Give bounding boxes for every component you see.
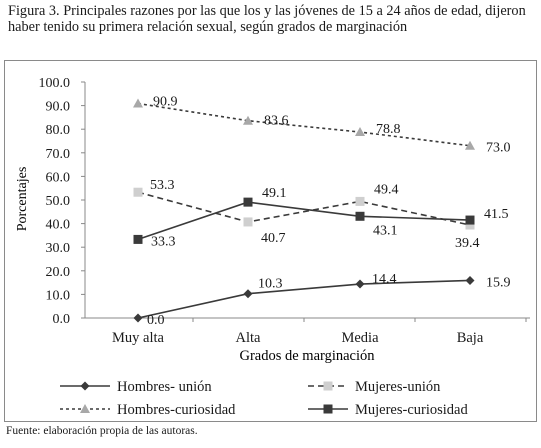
- y-axis-title: Porcentajes: [15, 167, 30, 232]
- series-line: [137, 191, 471, 226]
- y-tick-label: 70.0: [46, 147, 71, 162]
- legend-label: Mujeres-unión: [355, 379, 441, 395]
- y-tick-label: 100.0: [39, 76, 71, 91]
- x-tick-label: Media: [341, 330, 379, 346]
- data-label: 0.0: [147, 313, 165, 328]
- chart-frame: [4, 60, 537, 422]
- square-marker: [133, 234, 143, 244]
- data-label: 39.4: [455, 236, 480, 251]
- square-marker: [465, 220, 475, 230]
- y-tick-label: 50.0: [46, 194, 71, 209]
- series-markers: [133, 98, 475, 323]
- diamond-marker: [355, 279, 365, 289]
- legend-label: Hombres- unión: [117, 379, 212, 395]
- series-line: [137, 279, 471, 319]
- data-label: 41.5: [484, 207, 509, 222]
- chart-axes: 0.0 10.0 20.0 30.0 40.0 50.0 60.0 70.0 80.0 90.0 1…: [39, 76, 530, 346]
- diamond-marker: [133, 313, 143, 323]
- square-marker: [355, 211, 365, 221]
- x-tick-label: Muy alta: [112, 330, 165, 346]
- data-label: 53.3: [150, 178, 175, 193]
- diamond-marker: [80, 381, 90, 391]
- figure-caption: Figura 3. Principales razones por las qu…: [8, 3, 526, 35]
- legend-label: Hombres-curiosidad: [117, 402, 236, 418]
- x-tick-label: Alta: [236, 330, 262, 346]
- y-tick-label: 0.0: [53, 312, 71, 327]
- x-axis-title: Grados de marginación: [239, 348, 375, 364]
- data-labels: 0.0 10.3 14.4 15.9 53.3 40.7 49.4 39.4 90.9 83.6 7…: [147, 94, 511, 328]
- data-label: 33.3: [151, 234, 176, 249]
- data-label: 15.9: [486, 275, 511, 290]
- triangle-marker: [243, 115, 253, 125]
- y-tick-label: 60.0: [46, 170, 71, 185]
- y-tick-label: 30.0: [46, 241, 71, 256]
- square-marker: [243, 217, 253, 227]
- square-marker: [323, 404, 333, 414]
- source-note: Fuente: elaboración propia de las autora…: [6, 425, 198, 437]
- series-lines: [137, 102, 471, 319]
- data-label: 90.9: [153, 94, 178, 109]
- x-tick-label: Baja: [457, 330, 484, 346]
- data-label: 49.4: [374, 182, 399, 197]
- square-marker: [243, 197, 253, 207]
- triangle-marker: [465, 140, 475, 150]
- square-marker: [323, 381, 333, 391]
- y-tick-label: 20.0: [46, 265, 71, 280]
- series-line: [137, 201, 471, 241]
- diamond-marker: [243, 289, 253, 299]
- data-label: 40.7: [261, 231, 286, 246]
- legend-label: Mujeres-curiosidad: [355, 402, 468, 418]
- y-tick-label: 90.0: [46, 100, 71, 115]
- square-marker: [133, 187, 143, 197]
- data-label: 83.6: [264, 114, 289, 129]
- data-label: 10.3: [258, 277, 283, 292]
- y-tick-label: 80.0: [46, 123, 71, 138]
- data-label: 14.4: [372, 272, 397, 287]
- triangle-marker: [355, 127, 365, 137]
- triangle-marker: [80, 404, 90, 413]
- y-tick-label: 10.0: [46, 288, 71, 303]
- data-label: 73.0: [486, 141, 511, 156]
- square-marker: [355, 196, 365, 206]
- diamond-marker: [465, 275, 475, 285]
- data-label: 43.1: [373, 223, 398, 238]
- square-marker: [465, 215, 475, 225]
- data-label: 49.1: [262, 186, 287, 201]
- triangle-marker: [133, 98, 143, 108]
- series-line: [137, 102, 471, 147]
- chart-legend: Hombres- unión Mujeres-unión Hombres-curio…: [60, 379, 468, 418]
- data-label: 78.8: [376, 122, 401, 137]
- y-tick-label: 40.0: [46, 218, 71, 233]
